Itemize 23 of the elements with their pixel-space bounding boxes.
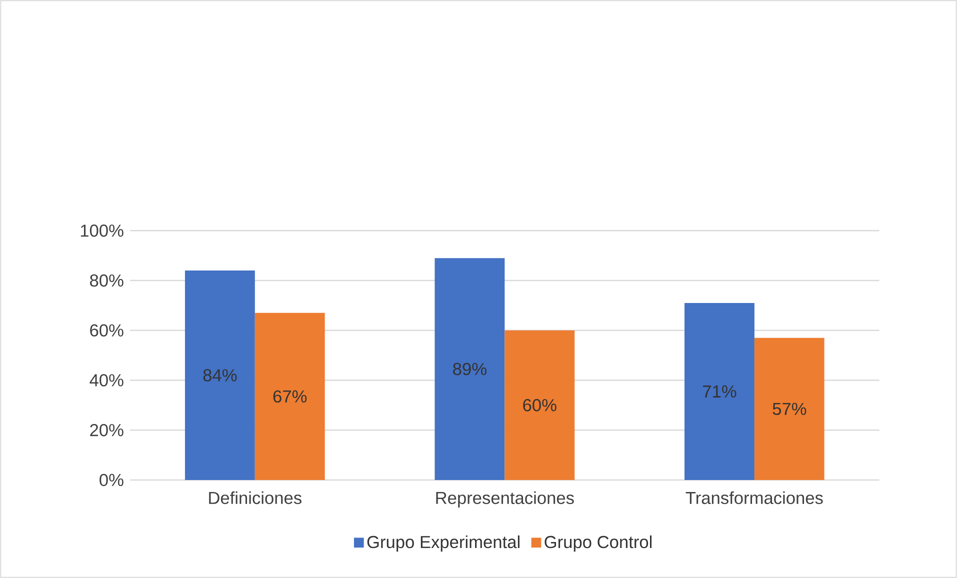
bar [754, 338, 824, 480]
data-label: 71% [703, 385, 736, 398]
y-tick-label: 0% [100, 474, 124, 486]
y-tick-label: 60% [90, 324, 124, 337]
data-label: 57% [772, 402, 806, 416]
bar [254, 312, 325, 480]
data-label: 60% [523, 399, 556, 412]
x-tick-label: Transformaciones [686, 491, 823, 504]
bar [684, 302, 754, 480]
y-tick-label: 100% [80, 224, 124, 237]
data-label: 84% [203, 369, 237, 382]
bar [504, 330, 575, 480]
legend-label: Grupo Control [544, 535, 652, 552]
y-tick-label: 20% [90, 424, 124, 436]
x-tick-label: Representaciones [436, 491, 574, 508]
data-label: 89% [453, 362, 486, 376]
legend-label: Grupo Experimental [367, 535, 520, 552]
bar [434, 258, 505, 480]
y-tick-label: 40% [90, 374, 124, 386]
x-tick-label: Definiciones [209, 491, 302, 504]
data-label: 67% [273, 390, 307, 403]
bar [184, 270, 255, 480]
y-tick-label: 80% [90, 274, 124, 287]
